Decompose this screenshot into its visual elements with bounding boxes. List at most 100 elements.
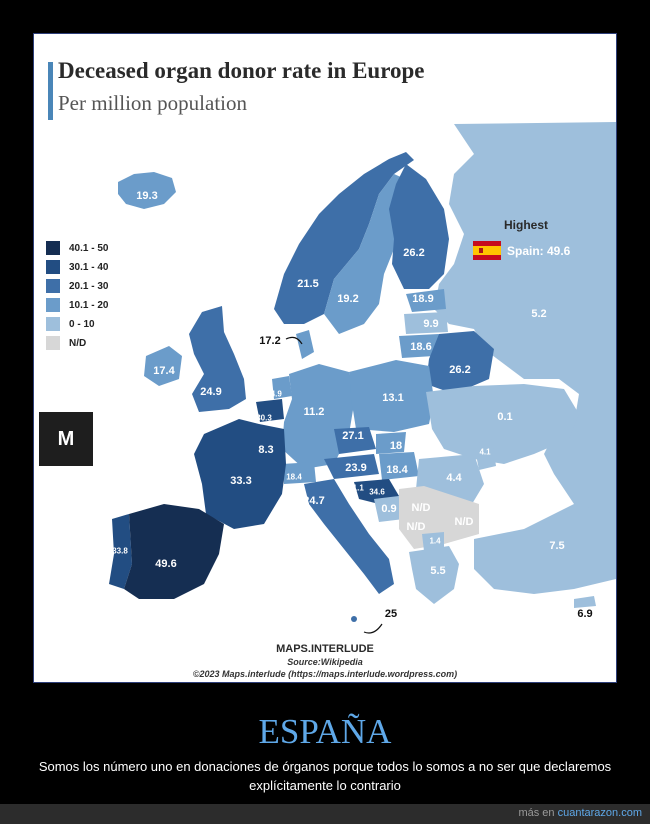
legend-item: 20.1 - 30: [46, 277, 108, 295]
post-headline: ESPAÑA: [258, 712, 392, 751]
france-value: 33.3: [230, 475, 252, 487]
belgium-value: 30.3: [256, 413, 272, 423]
iceland-region: [118, 172, 176, 209]
germany-region: [282, 364, 354, 469]
sweden-value: 19.2: [337, 293, 359, 305]
post-caption: Somos los número uno en donaciones de ór…: [38, 759, 612, 793]
finland-value: 26.2: [403, 247, 425, 259]
bottom-prefix: más en: [518, 807, 555, 819]
turkey-region: [474, 504, 616, 594]
norway-value: 21.5: [297, 278, 319, 290]
legend-item: 10.1 - 20: [46, 296, 108, 314]
portugal-region: [109, 514, 132, 589]
legend-item: N/D: [46, 334, 108, 352]
italy-value: 24.7: [303, 495, 325, 507]
spain-region: [124, 504, 224, 599]
north-macedonia-value: 1.4: [429, 536, 441, 546]
slovakia-region: [376, 432, 406, 454]
estonia-region: [406, 289, 446, 312]
footer-copyright: ©2023 Maps.interlude (https://maps.inter…: [192, 669, 458, 679]
bottom-text: más en cuantarazon.com: [518, 807, 642, 819]
italy-region: [304, 479, 394, 594]
legend-item: 0 - 10: [46, 315, 108, 333]
estonia-value: 18.9: [412, 293, 434, 305]
legend-swatch: [46, 260, 60, 274]
switzerland-region: [282, 462, 316, 484]
hungary-value: 18.4: [386, 464, 408, 476]
highest-title: Highest: [504, 218, 549, 232]
poland-value: 13.1: [382, 392, 404, 404]
ukraine-region: [426, 384, 579, 464]
denmark-region: [296, 330, 314, 359]
highest-value: Spain: 49.6: [507, 243, 571, 258]
bosnia-value: 0.9: [381, 503, 397, 515]
lithuania-region: [399, 334, 439, 358]
map-title: Deceased organ donor rate in Europe: [58, 58, 425, 83]
logo-mark: M: [57, 427, 75, 450]
czechia-region: [334, 427, 376, 454]
moldova-value: 4.1: [479, 447, 491, 457]
uk-region: [189, 306, 246, 412]
legend-label: N/D: [69, 337, 87, 349]
denmark-value: 17.2: [259, 335, 281, 347]
map-subtitle: Per million population: [58, 91, 247, 115]
slovenia-value: 21.1: [348, 483, 364, 493]
bottom-bar: más en cuantarazon.com: [0, 804, 650, 824]
denmark-arrow: [285, 336, 303, 345]
malta-value: 25: [384, 608, 398, 620]
greece-region: [409, 546, 459, 604]
legend-swatch: [46, 336, 60, 350]
ukraine-value: 0.1: [497, 411, 513, 423]
legend-swatch: [46, 241, 60, 255]
czechia-value: 27.1: [342, 430, 364, 442]
spain-flag-icon: [473, 241, 501, 260]
legend-swatch: [46, 279, 60, 293]
latvia-value: 9.9: [423, 318, 439, 330]
turkey-value: 7.5: [549, 540, 565, 552]
legend-item: 30.1 - 40: [46, 258, 108, 276]
spain-value: 49.6: [155, 558, 177, 570]
legend-label: 10.1 - 20: [69, 299, 109, 311]
lithuania-value: 18.6: [410, 341, 432, 353]
iceland-value: 19.3: [136, 190, 158, 202]
finland-region: [389, 164, 449, 289]
malta-arrow: [363, 623, 383, 634]
cyprus-value: 6.9: [577, 608, 593, 620]
europe-map: [109, 122, 616, 634]
serbia-value: N/D: [411, 502, 431, 514]
russia-value: 5.2: [531, 308, 547, 320]
greece-value: 5.5: [430, 565, 446, 577]
legend-swatch: [46, 317, 60, 331]
hungary-region: [379, 452, 419, 480]
footer-brand: MAPS.INTERLUDE: [276, 643, 374, 655]
title-accent-bar: [48, 62, 53, 120]
legend-swatch: [46, 298, 60, 312]
slovakia-value: 18: [389, 440, 403, 452]
latvia-region: [404, 312, 448, 334]
belgium-region: [256, 399, 284, 422]
switzerland-value: 18.4: [286, 472, 302, 482]
bulgaria-value: N/D: [454, 516, 474, 528]
netherlands-region: [272, 376, 292, 399]
legend-label: 20.1 - 30: [69, 280, 109, 292]
footer-source: Source:Wikipedia: [287, 657, 363, 667]
belarus-value: 26.2: [449, 364, 471, 376]
legend-label: 30.1 - 40: [69, 261, 109, 273]
poland-region: [349, 360, 434, 432]
bosnia-region: [374, 496, 404, 522]
romania-value: 4.4: [446, 472, 462, 484]
austria-region: [324, 454, 379, 479]
croatia-value: 34.6: [369, 487, 385, 497]
ireland-value: 17.4: [153, 365, 175, 377]
north-macedonia-region: [422, 532, 444, 551]
legend-item: 40.1 - 50: [46, 239, 108, 257]
legend-label: 0 - 10: [69, 318, 95, 330]
ireland-region: [144, 346, 182, 386]
france-region: [194, 419, 286, 529]
portugal-value: 33.8: [112, 546, 128, 556]
map-frame: Deceased organ donor rate in Europe Per …: [33, 33, 617, 683]
highest-callout: Spain: 49.6: [473, 241, 570, 260]
uk-value: 24.9: [200, 386, 222, 398]
site-link[interactable]: cuantarazon.com: [557, 807, 642, 819]
logo: M: [39, 412, 93, 466]
